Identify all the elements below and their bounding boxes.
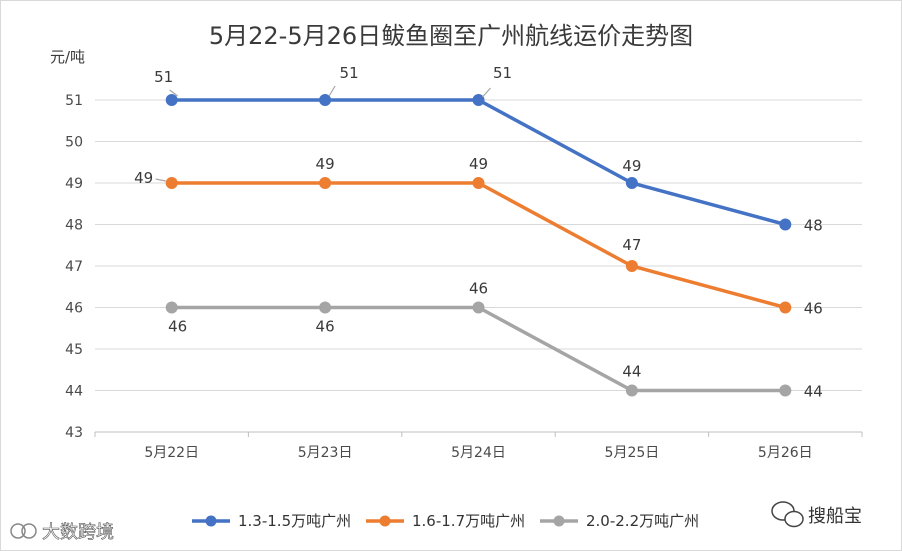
- data-label: 46: [316, 318, 335, 336]
- y-tick-labels: 43 44 45 46 47 48 49 50 51: [65, 93, 83, 441]
- x-tick-label: 5月26日: [758, 445, 813, 461]
- x-tick-labels: 5月22日 5月23日 5月24日 5月25日 5月26日: [144, 445, 812, 461]
- y-tick-label: 44: [65, 384, 83, 400]
- watermark-right: 搜船宝: [771, 501, 862, 528]
- data-point: [165, 94, 178, 106]
- label-leader: [169, 89, 179, 97]
- y-tick-label: 51: [65, 93, 83, 109]
- watermark-left: 大数跨境: [10, 522, 114, 543]
- y-tick-label: 46: [65, 301, 83, 317]
- data-point: [625, 177, 638, 189]
- data-point: [165, 177, 178, 189]
- series-group: 51 51 51 49 48 49 49 49 47 46 46 46 46 44 44: [134, 64, 823, 401]
- data-label: 51: [154, 68, 173, 86]
- y-tick-label: 49: [65, 176, 83, 192]
- data-point: [472, 177, 485, 189]
- watermark-right-text: 搜船宝: [808, 506, 862, 527]
- data-label: 49: [622, 157, 641, 175]
- y-tick-label: 43: [65, 425, 83, 441]
- data-point: [472, 301, 485, 314]
- y-tick-label: 48: [65, 218, 83, 234]
- legend-marker: [379, 515, 391, 527]
- data-label: 49: [469, 155, 488, 173]
- legend-label: 2.0-2.2万吨广州: [586, 512, 699, 530]
- legend-label: 1.3-1.5万吨广州: [238, 512, 351, 530]
- y-tick-label: 50: [65, 135, 83, 151]
- data-point: [319, 94, 332, 106]
- x-tick-label: 5月24日: [451, 445, 506, 461]
- data-label: 46: [168, 318, 187, 336]
- wechat-icon: [771, 501, 804, 528]
- data-label: 47: [622, 236, 641, 254]
- label-leader: [328, 85, 336, 97]
- x-tick-label: 5月22日: [144, 445, 199, 461]
- legend-label: 1.6-1.7万吨广州: [412, 512, 525, 530]
- label-leader: [482, 87, 491, 98]
- data-label: 51: [340, 64, 359, 82]
- legend-marker: [553, 515, 565, 527]
- data-label: 48: [804, 217, 823, 235]
- y-axis-unit: 元/吨: [50, 48, 85, 66]
- y-tick-label: 47: [65, 259, 83, 275]
- data-point: [472, 94, 485, 106]
- legend: 1.3-1.5万吨广州 1.6-1.7万吨广州 2.0-2.2万吨广州: [192, 512, 699, 530]
- chart-title: 5月22-5月26日鲅鱼圈至广州航线运价走势图: [209, 22, 693, 50]
- data-point: [779, 384, 792, 397]
- data-label: 49: [316, 155, 335, 173]
- data-point: [319, 177, 332, 189]
- y-tick-label: 45: [65, 342, 83, 358]
- label-leader: [155, 178, 166, 182]
- x-tick-label: 5月23日: [298, 445, 353, 461]
- legend-marker: [205, 515, 217, 527]
- data-point: [625, 384, 638, 397]
- x-tick-label: 5月25日: [605, 445, 660, 461]
- data-point: [779, 301, 792, 314]
- data-label: 44: [622, 363, 641, 381]
- watermark-left-text: 大数跨境: [42, 522, 114, 543]
- data-point: [625, 260, 638, 272]
- data-point: [319, 301, 332, 314]
- data-point: [165, 301, 178, 314]
- logo-icon: [10, 523, 37, 539]
- data-label: 44: [804, 383, 823, 401]
- data-label: 49: [134, 169, 153, 187]
- data-label: 46: [469, 280, 488, 298]
- data-label: 46: [804, 300, 823, 318]
- data-point: [779, 218, 792, 231]
- data-label: 51: [493, 64, 512, 82]
